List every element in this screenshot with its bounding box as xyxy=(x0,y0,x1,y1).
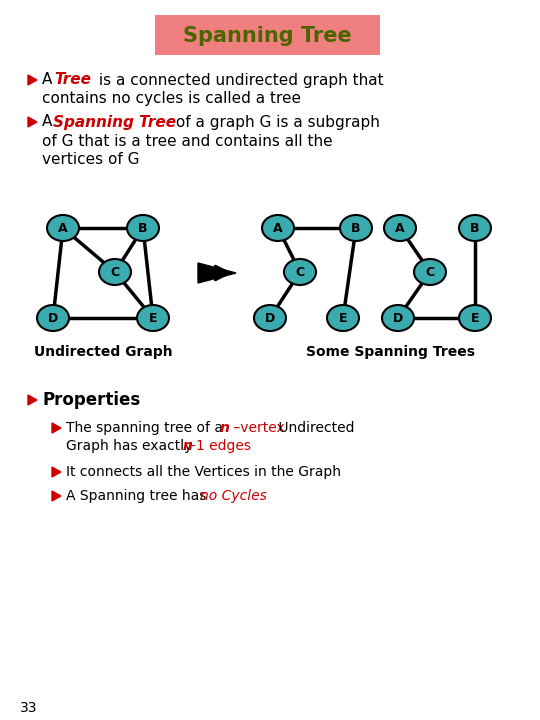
Text: no Cycles: no Cycles xyxy=(200,489,267,503)
Ellipse shape xyxy=(327,305,359,331)
Text: Undirected Graph: Undirected Graph xyxy=(33,345,172,359)
Ellipse shape xyxy=(284,259,316,285)
Text: -1 edges: -1 edges xyxy=(191,439,251,453)
Text: Some Spanning Trees: Some Spanning Trees xyxy=(306,345,475,359)
Ellipse shape xyxy=(47,215,79,241)
Text: D: D xyxy=(265,312,275,325)
Text: of a graph G is a subgraph: of a graph G is a subgraph xyxy=(171,114,380,130)
Text: E: E xyxy=(339,312,347,325)
Text: E: E xyxy=(471,312,480,325)
Text: n: n xyxy=(183,439,193,453)
Ellipse shape xyxy=(414,259,446,285)
Polygon shape xyxy=(28,395,37,405)
Text: Tree: Tree xyxy=(54,73,91,88)
Text: Undirected: Undirected xyxy=(274,421,354,435)
Text: B: B xyxy=(470,222,480,235)
Ellipse shape xyxy=(137,305,169,331)
Text: A: A xyxy=(58,222,68,235)
Polygon shape xyxy=(52,423,61,433)
Text: The spanning tree of a: The spanning tree of a xyxy=(66,421,227,435)
Ellipse shape xyxy=(382,305,414,331)
Text: It connects all the Vertices in the Graph: It connects all the Vertices in the Grap… xyxy=(66,465,341,479)
Text: D: D xyxy=(48,312,58,325)
Text: A: A xyxy=(42,73,57,88)
Ellipse shape xyxy=(254,305,286,331)
Polygon shape xyxy=(52,491,61,501)
Ellipse shape xyxy=(384,215,416,241)
Text: C: C xyxy=(426,266,435,279)
Text: A: A xyxy=(42,114,57,130)
Ellipse shape xyxy=(99,259,131,285)
Text: E: E xyxy=(148,312,157,325)
Text: C: C xyxy=(295,266,305,279)
Text: is a connected undirected graph that: is a connected undirected graph that xyxy=(94,73,383,88)
Text: –vertex: –vertex xyxy=(229,421,285,435)
Text: A: A xyxy=(395,222,405,235)
Text: A Spanning tree has: A Spanning tree has xyxy=(66,489,211,503)
Polygon shape xyxy=(28,117,37,127)
Text: A: A xyxy=(273,222,283,235)
Text: vertices of G: vertices of G xyxy=(42,153,139,168)
Text: C: C xyxy=(111,266,119,279)
Text: B: B xyxy=(138,222,148,235)
Text: Properties: Properties xyxy=(42,391,140,409)
Ellipse shape xyxy=(262,215,294,241)
Text: Spanning Tree: Spanning Tree xyxy=(53,114,176,130)
Text: Spanning Tree: Spanning Tree xyxy=(183,26,352,46)
Ellipse shape xyxy=(340,215,372,241)
Polygon shape xyxy=(28,75,37,85)
Text: Graph has exactly: Graph has exactly xyxy=(66,439,197,453)
Text: n: n xyxy=(220,421,230,435)
Text: D: D xyxy=(393,312,403,325)
Ellipse shape xyxy=(37,305,69,331)
Text: contains no cycles is called a tree: contains no cycles is called a tree xyxy=(42,91,301,107)
Ellipse shape xyxy=(127,215,159,241)
Text: of G that is a tree and contains all the: of G that is a tree and contains all the xyxy=(42,133,333,148)
Text: B: B xyxy=(351,222,361,235)
Text: 33: 33 xyxy=(20,701,37,715)
Ellipse shape xyxy=(459,305,491,331)
Polygon shape xyxy=(198,263,236,283)
FancyBboxPatch shape xyxy=(155,15,380,55)
Ellipse shape xyxy=(459,215,491,241)
Polygon shape xyxy=(52,467,61,477)
